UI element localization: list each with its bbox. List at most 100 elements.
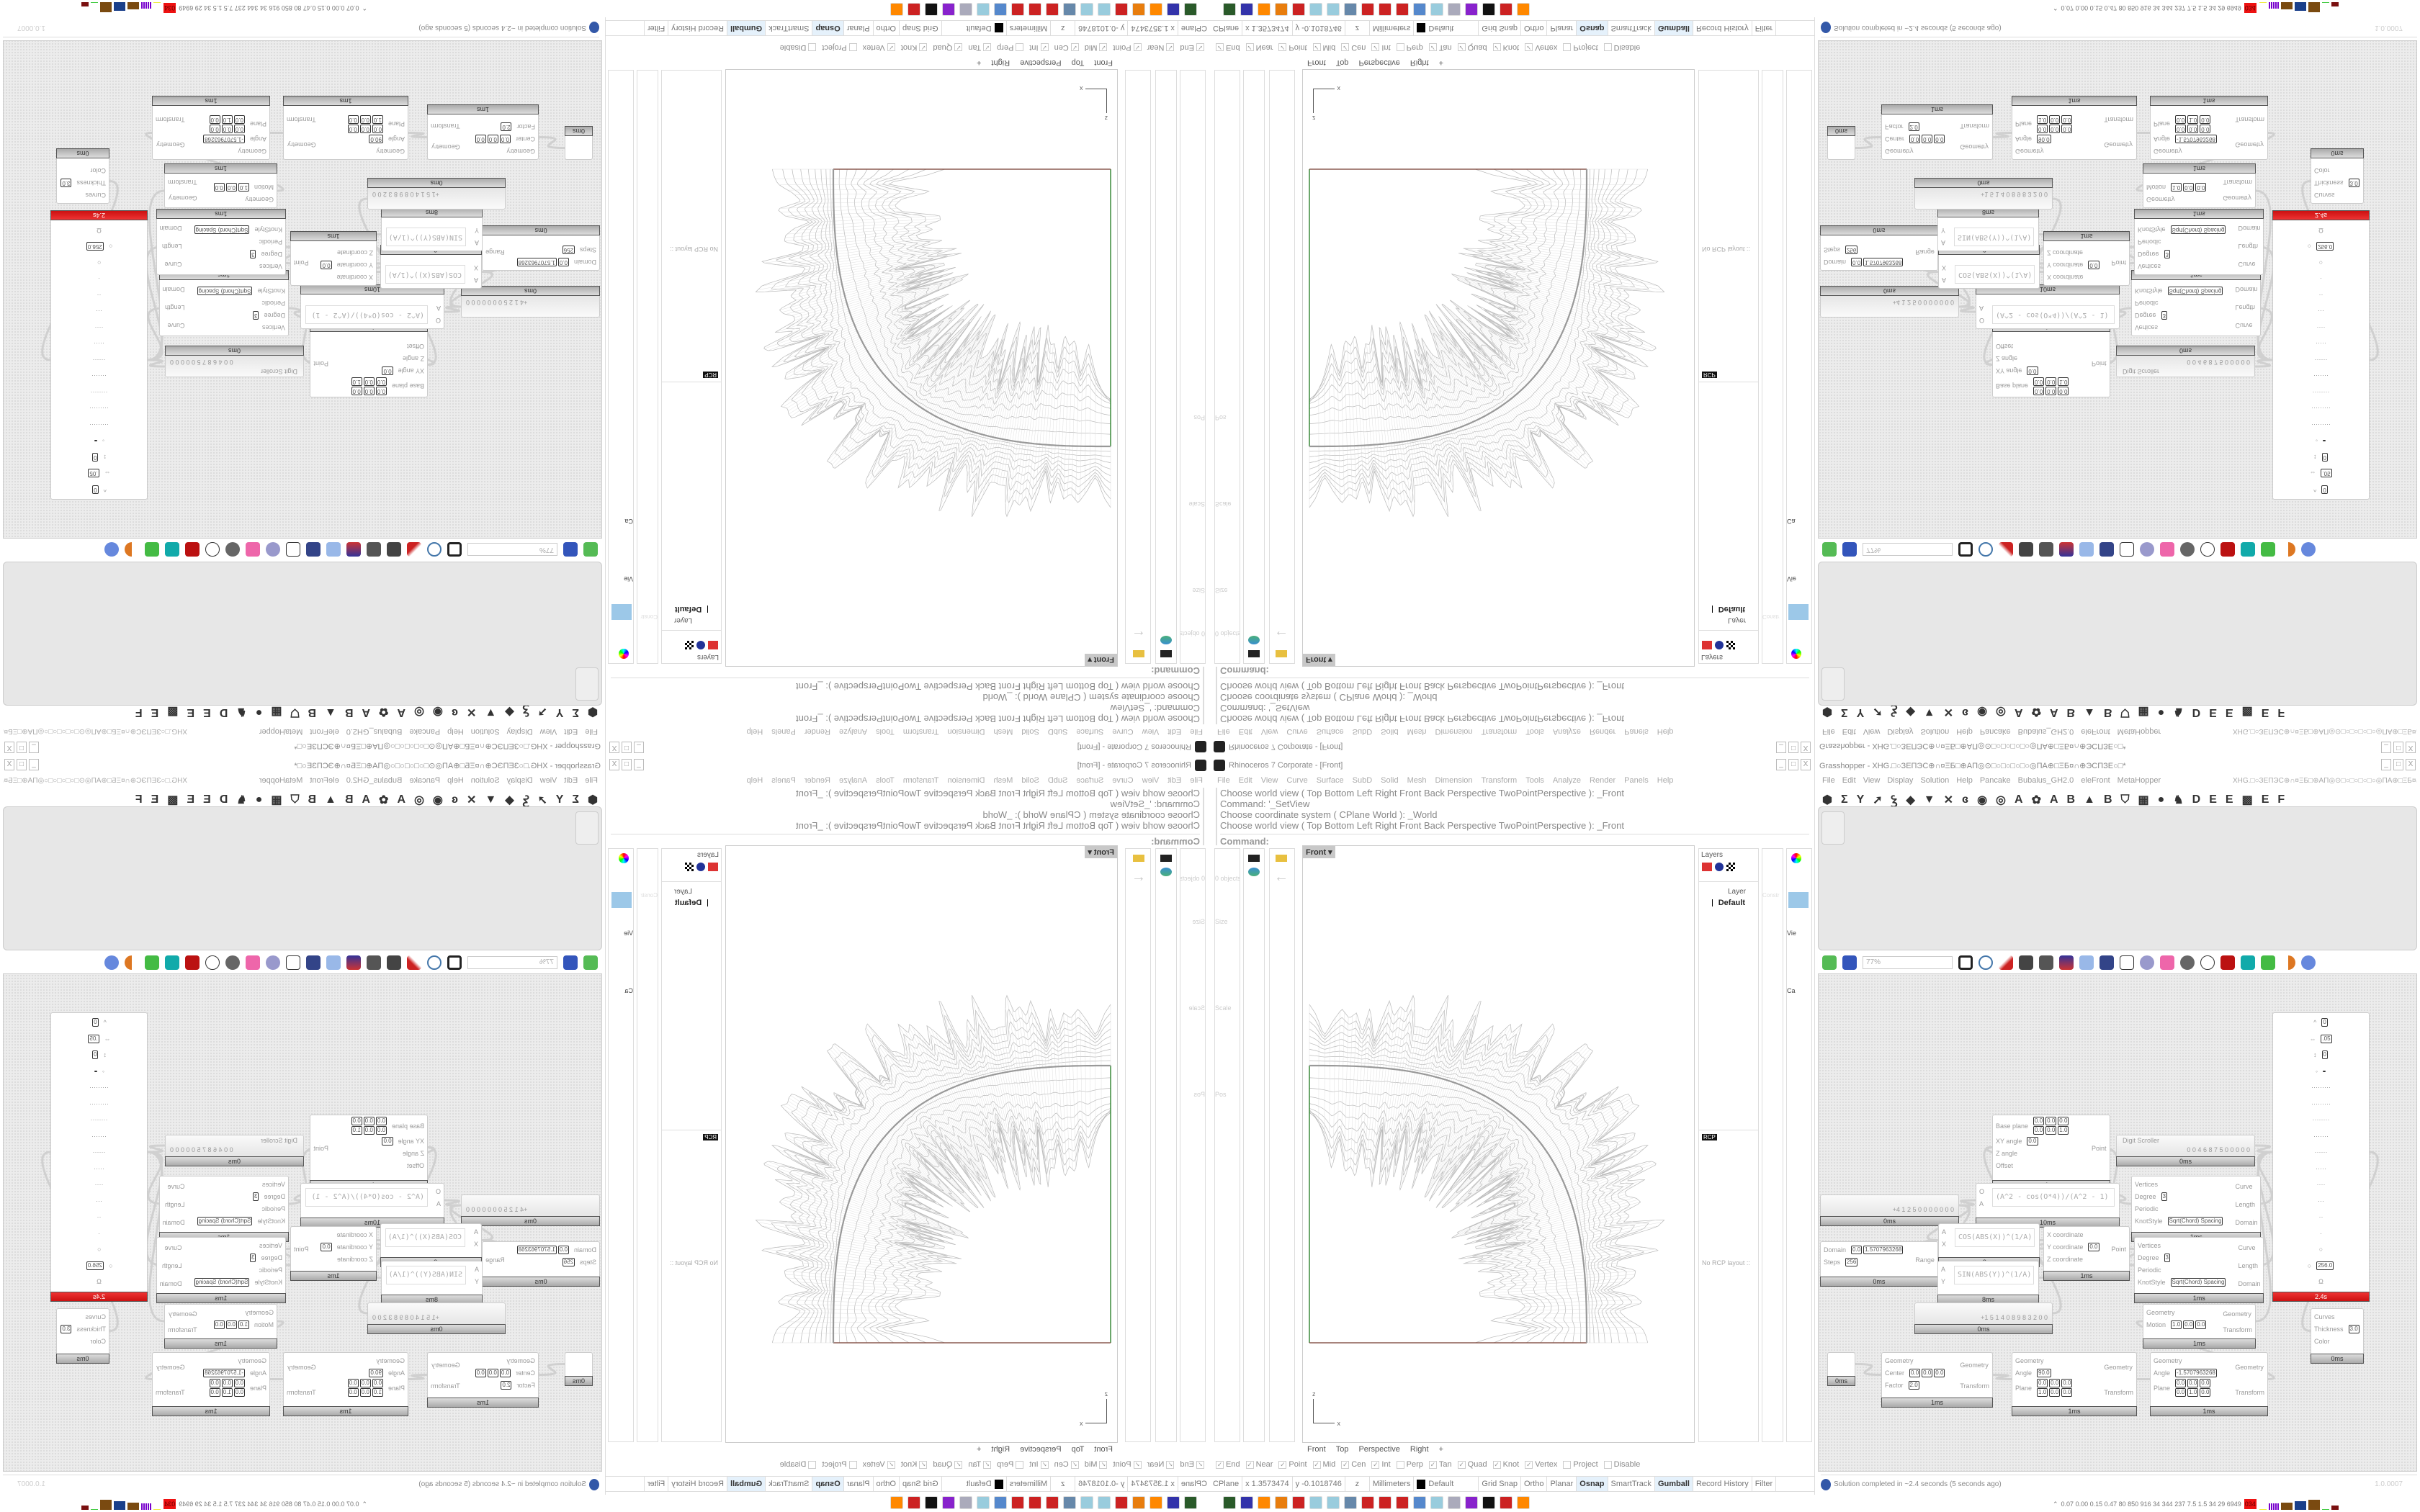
osnap-knot[interactable]: ✓Knot	[1492, 1460, 1519, 1469]
component-tab-icon[interactable]: ✕	[467, 794, 477, 806]
param-value[interactable]: 0.0	[2058, 387, 2069, 395]
menu-item-analyze[interactable]: Analyze	[1552, 776, 1582, 785]
input-param[interactable]: O	[1976, 315, 1987, 327]
input-param[interactable]: Curves	[57, 1310, 109, 1323]
gh-component[interactable]: Geometry Motion 1.0 0.0 0.0 Geometry Transform…	[2143, 163, 2256, 208]
input-param[interactable]: Geometry	[195, 145, 269, 158]
output-param[interactable]: Length	[2238, 1261, 2258, 1269]
component-icon[interactable]	[1821, 811, 1845, 845]
param-value[interactable]: 256	[1845, 1257, 1858, 1266]
input-param[interactable]: Degree 3	[2135, 248, 2229, 261]
input-param[interactable]: Center 0.0 0.0 0.0	[1882, 133, 1948, 145]
component-tab-icon[interactable]: ▦	[2138, 706, 2149, 718]
expression-text[interactable]: (A^2 - cos(O*4))/(A^2 - 1)	[305, 305, 428, 324]
menu-item-tools[interactable]: Tools	[1525, 727, 1544, 736]
param-value[interactable]: -1.5707963268	[2175, 135, 2217, 144]
param-value[interactable]: 0.0	[2175, 1388, 2187, 1397]
osnap-project[interactable]: Project	[822, 1460, 857, 1469]
firefox-icon[interactable]	[1150, 1496, 1162, 1509]
param-value[interactable]: 0.0	[2061, 115, 2073, 124]
zoom-extents-icon[interactable]	[447, 542, 462, 557]
param-value[interactable]: .05	[88, 469, 99, 478]
floppy-64-icon[interactable]	[1240, 3, 1253, 16]
number-slider[interactable]: Digit Scroller 0 0 4 6 8 7 5 0 0 0 0 0 0ms	[2116, 346, 2255, 377]
param-value[interactable]: 0.0	[2045, 1126, 2057, 1135]
toggle-ortho[interactable]: Ortho	[1521, 1477, 1548, 1491]
checkbox[interactable]: ✓	[1245, 1460, 1254, 1469]
units-display[interactable]: Millimeters	[1005, 21, 1051, 35]
menu-item-help[interactable]: Help	[746, 727, 763, 736]
input-param[interactable]: Color	[57, 1335, 109, 1347]
expression-component[interactable]: (A^2 - cos(O*4))/(A^2 - 1) O A 10ms	[1976, 1183, 2120, 1228]
checkbox[interactable]	[1603, 43, 1612, 52]
input-param[interactable]: Periodic	[194, 297, 288, 310]
output-param[interactable]: Geometry	[287, 141, 316, 149]
component-tab-icon[interactable]: ⛉	[290, 793, 300, 806]
output-param[interactable]: Domain	[159, 1279, 182, 1287]
osnap-perp[interactable]: Perp	[997, 43, 1024, 52]
osnap-int[interactable]: ✓Int	[1371, 43, 1391, 52]
param-value[interactable]: 0.0	[225, 183, 237, 192]
param-value[interactable]: 0.0	[2200, 125, 2211, 133]
menu-item-file[interactable]: File	[1822, 776, 1835, 785]
toggle-gumball[interactable]: Gumball	[727, 1477, 766, 1491]
calculator-icon[interactable]	[1063, 3, 1076, 16]
input-param[interactable]: ····	[2273, 1176, 2369, 1193]
component-tab-icon[interactable]: A	[2049, 793, 2058, 806]
close-button[interactable]: X	[2406, 759, 2416, 770]
component-tab-icon[interactable]: ♞	[236, 706, 247, 718]
blue-sphere-icon[interactable]	[104, 542, 119, 557]
param-value[interactable]: 1.0	[372, 1388, 383, 1397]
param-value[interactable]: 3.0	[60, 179, 72, 188]
toggle-grid-snap[interactable]: Grid Snap	[899, 1477, 941, 1491]
param-value[interactable]: 0	[92, 1018, 99, 1027]
component-tab-icon[interactable]: B	[2066, 706, 2076, 719]
red-app-icon[interactable]	[1379, 3, 1392, 16]
input-param[interactable]: Periodic	[2135, 1264, 2229, 1276]
input-param[interactable]: Geometry	[210, 194, 277, 206]
calculator-icon[interactable]	[1063, 1496, 1076, 1509]
folder-icon[interactable]	[1133, 650, 1144, 657]
menu-item-mesh[interactable]: Mesh	[1407, 776, 1427, 785]
param-value[interactable]: 0.0	[2049, 125, 2061, 133]
component-tab-icon[interactable]: ▦	[271, 794, 282, 806]
param-value[interactable]: 0.0	[363, 1117, 375, 1125]
menu-item-curve[interactable]: Curve	[1112, 727, 1134, 736]
input-param[interactable]: Degree 3	[2132, 310, 2226, 322]
number-slider[interactable]: +4 1 2 5 0 0 0 0 0 0 0 0ms	[1820, 286, 1959, 318]
window-icon[interactable]	[2120, 542, 2134, 557]
checkbox[interactable]: ✓	[1070, 43, 1079, 52]
component-tab-icon[interactable]: Ꝣ	[1891, 705, 1898, 717]
input-param[interactable]: Center 0.0 0.0 0.0	[1882, 1367, 1948, 1379]
param-value[interactable]: -1.5707963268	[2175, 1368, 2217, 1377]
checkbox[interactable]: ✓	[1040, 43, 1049, 52]
layer-row-default[interactable]: Default	[1699, 897, 1758, 909]
menu-item-display[interactable]: Display	[506, 776, 533, 785]
menu-item-view[interactable]: View	[1863, 727, 1881, 736]
gh-component[interactable]: Vertices Degree 3 Periodic KnotStyle Sqrt(Cho…	[156, 209, 286, 275]
rhino-icon[interactable]	[1482, 1496, 1495, 1509]
input-param[interactable]: Vertices	[194, 1178, 288, 1190]
gh-component[interactable]: Domain 0.0 1.5707963268 Steps 256 Range 0ms	[1820, 225, 1938, 271]
osnap-int[interactable]: ✓Int	[1371, 1460, 1391, 1469]
component-tab-icon[interactable]: E	[187, 793, 195, 806]
input-param[interactable]: Center 0.0 0.0 0.0	[472, 1367, 538, 1379]
menu-item-view[interactable]: View	[1260, 727, 1278, 736]
expression-text[interactable]: SIN(ABS(Y))^(1/A)	[1954, 228, 2034, 246]
param-value[interactable]: 256.0	[2316, 1261, 2334, 1270]
toggle-smarttrack[interactable]: SmartTrack	[1608, 21, 1655, 35]
osnap-quad[interactable]: ✓Quad	[1457, 1460, 1487, 1469]
param-value[interactable]: 0.0	[213, 183, 225, 192]
output-param[interactable]: Geometry	[1960, 1361, 1989, 1369]
param-value[interactable]: 0.0	[233, 115, 245, 124]
number-slider[interactable]: Digit Scroller 0 0 4 6 8 7 5 0 0 0 0 0 0ms	[165, 346, 304, 377]
param-value[interactable]	[94, 1070, 97, 1072]
firefox-icon[interactable]	[890, 3, 903, 16]
input-param[interactable]: ··	[2273, 287, 2369, 304]
output-param[interactable]: Geometry	[169, 1310, 197, 1318]
input-param[interactable]: ··	[51, 287, 147, 304]
control-panel-icon[interactable]	[1413, 1496, 1426, 1509]
gh-component[interactable]: Geometry Angle 90.0 Plane 0.0 0.0 0.0 1.0 0.0 0.0…	[2012, 96, 2137, 160]
output-param[interactable]: Geometry	[2235, 141, 2264, 149]
param-value[interactable]: 0.0	[2033, 1126, 2045, 1135]
